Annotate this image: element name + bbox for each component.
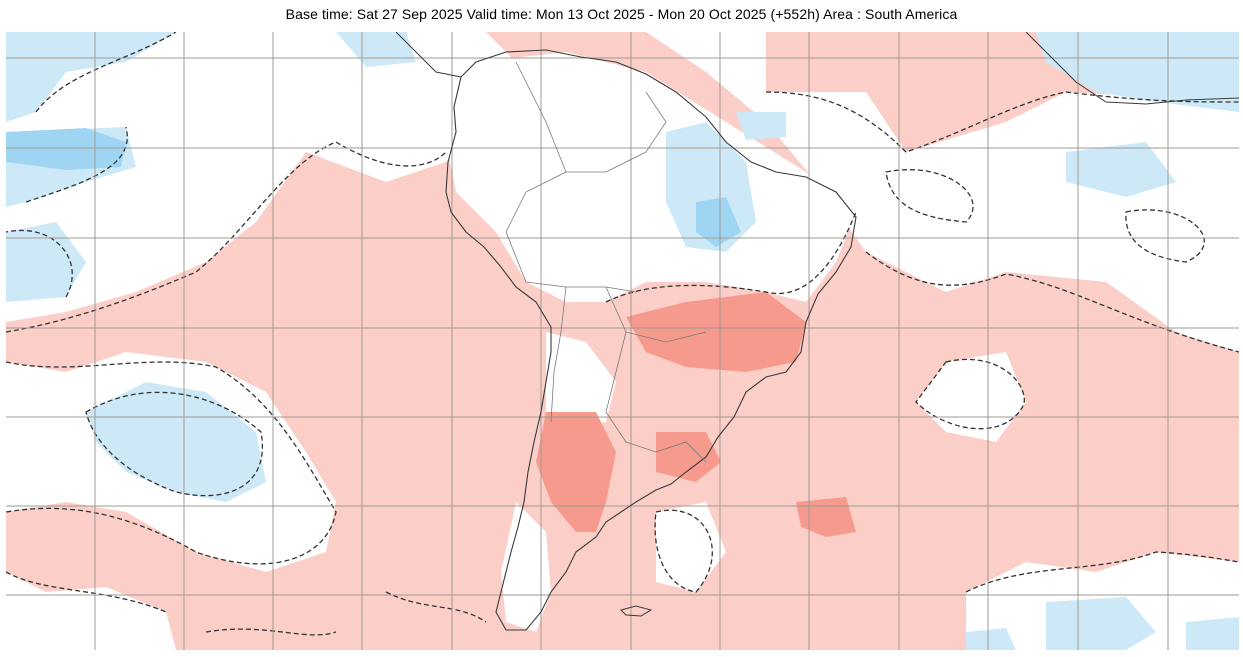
central-america-coastline bbox=[395, 31, 462, 78]
graticule bbox=[6, 32, 1239, 650]
africa-coastline bbox=[1025, 31, 1240, 105]
falkland-islands bbox=[620, 605, 653, 617]
neutral-regions bbox=[6, 32, 1239, 650]
contour-lines bbox=[5, 31, 1240, 636]
cool-strong-regions bbox=[6, 128, 741, 247]
south-america-coastline bbox=[445, 49, 857, 631]
anomaly-map bbox=[5, 31, 1240, 650]
country-borders bbox=[505, 61, 707, 463]
warm-strong-regions bbox=[536, 292, 856, 537]
map-canvas bbox=[5, 31, 1240, 650]
map-title: Base time: Sat 27 Sep 2025 Valid time: M… bbox=[285, 6, 958, 22]
